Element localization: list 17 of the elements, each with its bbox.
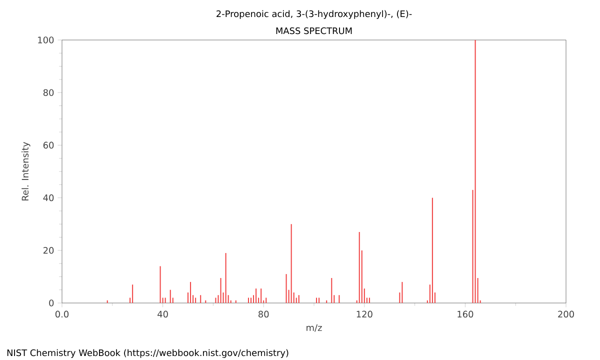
y-tick-label: 80 xyxy=(43,89,54,96)
y-axis-title: Rel. Intensity xyxy=(22,142,30,200)
y-tick-label: 20 xyxy=(43,247,54,254)
chart-subtitle: MASS SPECTRUM xyxy=(276,27,352,34)
x-tick-label: 80 xyxy=(258,310,269,318)
x-tick-label: 120 xyxy=(356,310,372,318)
y-tick-label: 0 xyxy=(49,300,54,306)
x-axis-title: m/z xyxy=(306,324,322,332)
chart-title: 2-Propenoic acid, 3-(3-hydroxyphenyl)-, (E)- xyxy=(216,10,412,19)
x-tick-label: 0.0 xyxy=(55,310,69,318)
y-tick-label: 100 xyxy=(38,36,54,44)
y-tick-label: 40 xyxy=(43,194,54,202)
text: NIST Chemistry WebBook (https://webbook.nist.gov/chemistry) xyxy=(7,349,288,358)
x-tick-label: 160 xyxy=(458,310,474,318)
y-tick-label: 60 xyxy=(43,142,54,149)
x-tick-label: 200 xyxy=(558,310,574,318)
x-tick-label: 40 xyxy=(158,310,168,318)
